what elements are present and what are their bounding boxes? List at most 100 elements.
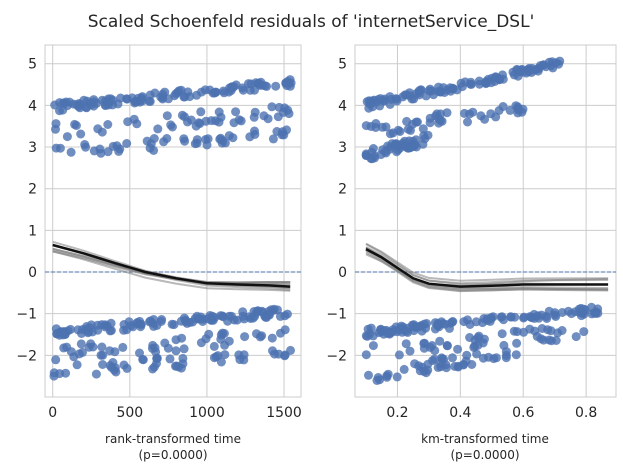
y-tick-label: 4 <box>338 98 347 114</box>
residual-point <box>442 85 452 95</box>
residual-point <box>89 95 99 105</box>
residual-point <box>171 335 181 345</box>
residual-point <box>100 322 110 332</box>
residual-point <box>138 355 148 364</box>
residual-point <box>424 86 434 96</box>
y-tick-label: 3 <box>338 140 347 156</box>
residual-point <box>380 147 390 157</box>
residual-point <box>136 94 146 104</box>
left-panel: 0 500 1000 1500 −2 −1 0 1 2 3 4 5 rank-transformed … <box>16 44 302 462</box>
residual-point <box>509 326 519 336</box>
residual-point <box>398 92 408 102</box>
residual-point <box>163 343 173 353</box>
residual-point <box>448 353 457 363</box>
residual-point <box>216 311 226 321</box>
residual-point <box>529 309 539 319</box>
residual-point <box>276 328 285 338</box>
residual-point <box>224 336 234 346</box>
residual-point <box>228 133 238 143</box>
residual-point <box>399 364 409 374</box>
residual-point <box>58 330 68 340</box>
residual-point <box>91 369 101 379</box>
residual-point <box>201 116 211 126</box>
residual-point <box>204 329 214 339</box>
residual-point <box>238 85 248 95</box>
residual-point <box>250 129 260 139</box>
residual-point <box>51 355 61 365</box>
residual-point <box>361 121 371 131</box>
residual-point <box>418 139 428 149</box>
residual-point <box>116 93 126 103</box>
residual-point <box>167 319 177 329</box>
residual-point <box>208 311 217 321</box>
residual-point <box>465 320 475 329</box>
residual-point <box>470 341 480 351</box>
residual-point <box>385 92 395 102</box>
residual-point <box>442 108 452 118</box>
residual-point <box>402 116 412 126</box>
residual-point <box>539 60 549 70</box>
residual-point <box>513 108 523 118</box>
residual-point <box>419 131 429 141</box>
residual-point <box>398 140 408 149</box>
residual-point <box>442 341 452 350</box>
residual-point <box>574 304 584 314</box>
residual-point <box>399 325 409 335</box>
left-scatter-points <box>49 75 296 381</box>
residual-point <box>563 306 573 316</box>
residual-point <box>179 344 189 354</box>
residual-point <box>231 107 241 117</box>
residual-point <box>383 369 393 379</box>
residual-point <box>80 140 90 149</box>
residual-point <box>497 329 507 339</box>
residual-point <box>227 311 236 321</box>
residual-point <box>178 353 188 363</box>
residual-point <box>491 72 501 82</box>
residual-point <box>240 332 250 342</box>
residual-point <box>367 154 377 164</box>
residual-point <box>462 350 472 360</box>
residual-point <box>425 118 435 128</box>
residual-point <box>278 107 288 117</box>
residual-point <box>453 344 463 354</box>
residual-point <box>519 312 529 322</box>
residual-point <box>84 342 94 352</box>
residual-point <box>156 92 166 102</box>
residual-point <box>501 347 511 357</box>
residual-point <box>571 332 581 342</box>
residual-point <box>183 117 192 127</box>
y-tick-label: 0 <box>28 265 37 281</box>
residual-point <box>108 358 118 367</box>
right-panel: 0.2 0.4 0.6 0.8 −2 −1 0 1 2 3 4 5 km-transformed ti… <box>326 44 617 462</box>
right-xlabel-pvalue: (p=0.0000) <box>450 448 519 462</box>
residual-point <box>368 144 378 153</box>
residual-point <box>423 365 433 375</box>
residual-point <box>62 132 72 142</box>
residual-point <box>78 347 87 357</box>
x-tick-label: 0 <box>48 405 57 421</box>
residual-point <box>385 129 395 139</box>
residual-point <box>71 121 81 130</box>
residual-point <box>202 140 212 150</box>
residual-point <box>171 346 181 356</box>
residual-point <box>494 106 504 115</box>
residual-point <box>103 120 113 129</box>
residual-point <box>463 117 472 127</box>
residual-point <box>478 318 487 328</box>
residual-point <box>472 349 482 359</box>
residual-point <box>209 341 219 351</box>
residual-point <box>211 87 221 97</box>
residual-point <box>361 350 371 360</box>
residual-point <box>429 354 439 364</box>
residual-point <box>364 370 373 380</box>
residual-point <box>244 79 253 89</box>
residual-point <box>488 312 498 322</box>
residual-point <box>267 333 277 343</box>
left-lowess-lines <box>52 240 291 292</box>
residual-point <box>225 83 234 93</box>
residual-point <box>267 102 277 112</box>
residual-point <box>512 338 522 348</box>
residual-point <box>145 143 155 153</box>
residual-point <box>108 141 118 151</box>
left-xlabel: rank-transformed time <box>105 432 241 446</box>
